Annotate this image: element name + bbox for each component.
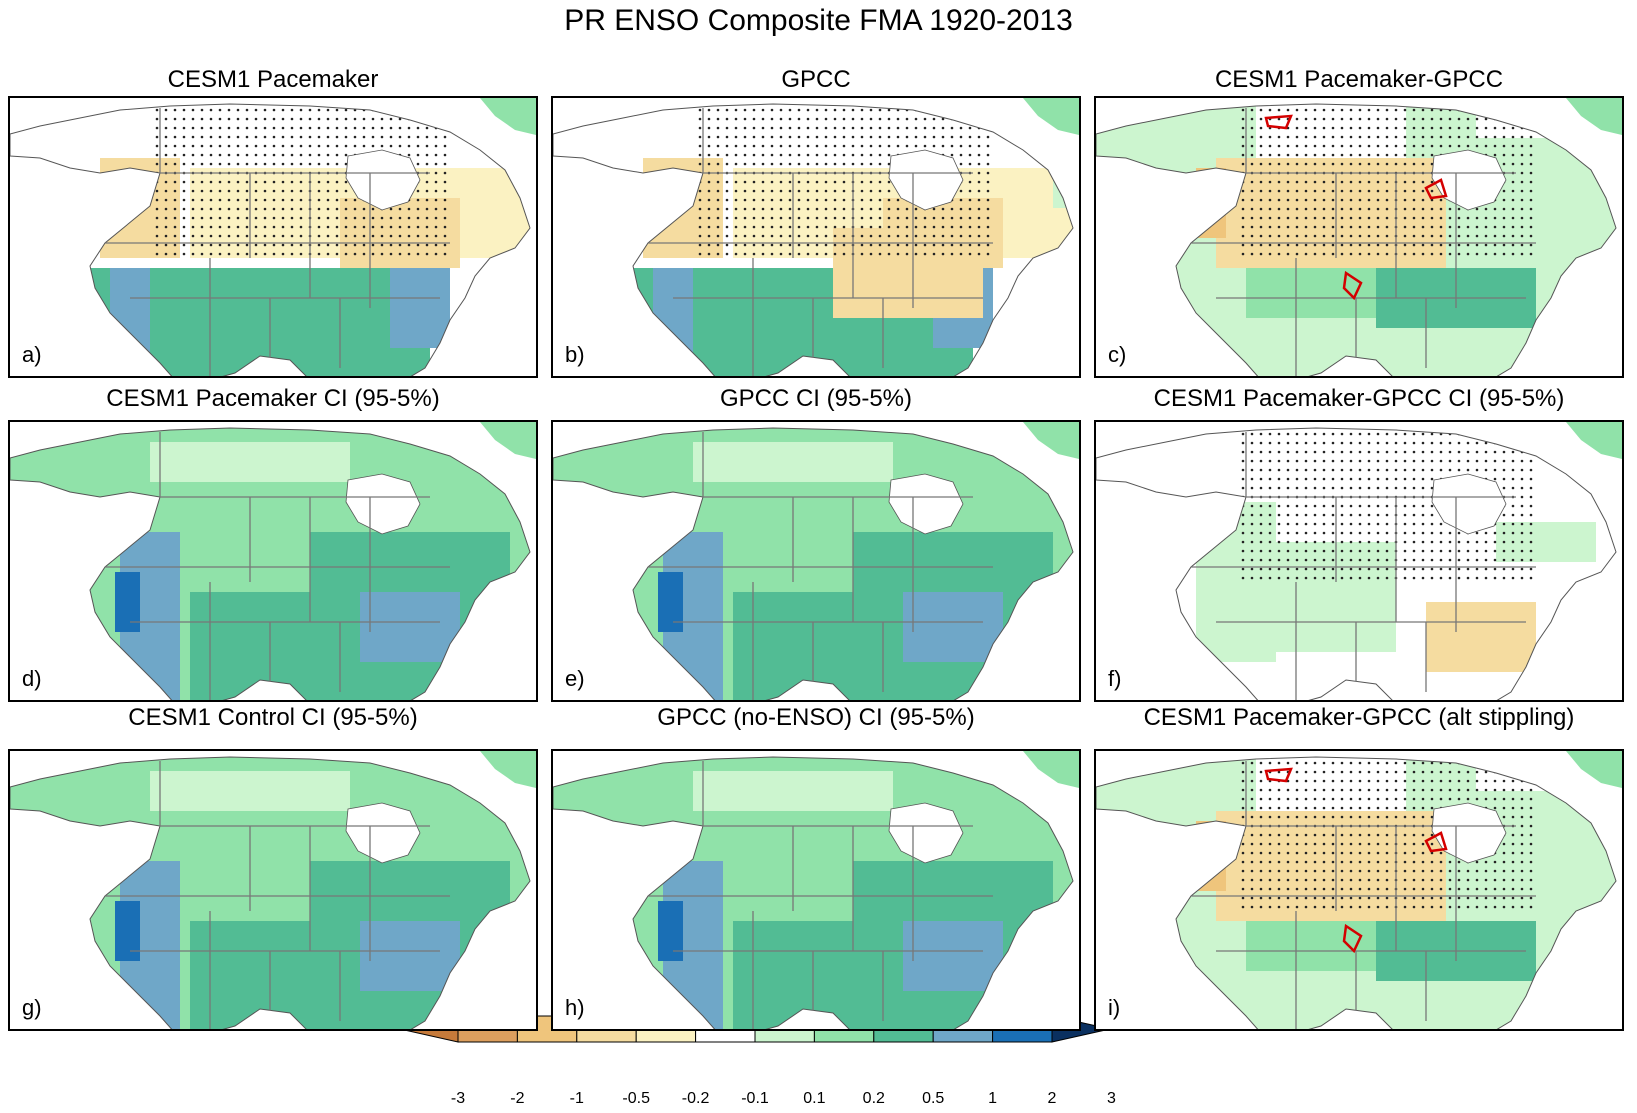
panel-title: CESM1 Pacemaker-GPCC CI (95-5%) bbox=[1153, 385, 1565, 412]
greenland bbox=[1566, 751, 1622, 789]
colorbar-tick-label: -0.1 bbox=[741, 1090, 769, 1107]
colorbar-tick-label: -2 bbox=[510, 1090, 525, 1107]
precip-map bbox=[553, 422, 1079, 700]
hudson-bay bbox=[888, 802, 964, 864]
map-panel: a) bbox=[8, 96, 538, 378]
hudson-bay bbox=[888, 473, 964, 535]
panel-title: CESM1 Control CI (95-5%) bbox=[128, 704, 418, 731]
map-panel: d) bbox=[8, 420, 538, 702]
map-panel: f) bbox=[1094, 420, 1624, 702]
panel-title: GPCC CI (95-5%) bbox=[719, 385, 913, 412]
panel-label: e) bbox=[565, 666, 585, 691]
panel-title: CESM1 Pacemaker-GPCC bbox=[1214, 66, 1504, 93]
hudson-bay bbox=[345, 802, 421, 864]
colorbar-tick-label: 0.1 bbox=[803, 1090, 826, 1107]
panel-title: GPCC bbox=[781, 66, 851, 93]
precip-map bbox=[10, 751, 536, 1029]
coastline bbox=[10, 103, 531, 376]
panel-label: a) bbox=[22, 342, 42, 367]
hudson-bay bbox=[1431, 802, 1507, 864]
panel-label: b) bbox=[565, 342, 585, 367]
political-borders bbox=[1191, 108, 1536, 376]
coastline bbox=[1096, 103, 1617, 376]
map-panel: h) bbox=[551, 749, 1081, 1031]
greenland bbox=[1023, 422, 1079, 460]
colorbar-tick-label: -1 bbox=[569, 1090, 584, 1107]
figure-title: PR ENSO Composite FMA 1920-2013 bbox=[564, 4, 1073, 37]
political-borders bbox=[105, 108, 450, 376]
greenland bbox=[480, 751, 536, 789]
panel-title: CESM1 Pacemaker CI (95-5%) bbox=[106, 385, 440, 412]
political-borders bbox=[648, 432, 993, 700]
red-contour bbox=[1264, 114, 1448, 301]
colorbar-tick-label: -3 bbox=[450, 1090, 466, 1107]
precip-map bbox=[553, 98, 1079, 376]
map-panel: c) bbox=[1094, 96, 1624, 378]
greenland bbox=[1023, 751, 1079, 789]
panel-label: h) bbox=[565, 995, 585, 1020]
coastline bbox=[10, 427, 531, 700]
greenland bbox=[1566, 422, 1622, 460]
coastline bbox=[10, 756, 531, 1029]
coastline bbox=[1096, 427, 1617, 700]
political-borders bbox=[1191, 761, 1536, 1029]
precip-map bbox=[10, 422, 536, 700]
precip-map bbox=[1096, 751, 1622, 1029]
panel-label: g) bbox=[22, 995, 42, 1020]
colorbar-tick-label: 3 bbox=[1106, 1090, 1116, 1107]
greenland bbox=[480, 98, 536, 136]
panel-label: i) bbox=[1108, 995, 1121, 1020]
hudson-bay bbox=[345, 473, 421, 535]
coastline bbox=[553, 103, 1074, 376]
political-borders bbox=[105, 432, 450, 700]
map-panel: g) bbox=[8, 749, 538, 1031]
panel-title: CESM1 Pacemaker bbox=[167, 66, 379, 93]
coastline bbox=[553, 427, 1074, 700]
colorbar-tick-label: 1 bbox=[988, 1090, 998, 1107]
colorbar-tick-label: 0.5 bbox=[922, 1090, 945, 1107]
hudson-bay bbox=[345, 149, 421, 211]
greenland bbox=[480, 422, 536, 460]
coastline bbox=[1096, 756, 1617, 1029]
map-panel: e) bbox=[551, 420, 1081, 702]
panel-label: c) bbox=[1108, 342, 1127, 367]
precip-map bbox=[10, 98, 536, 376]
colorbar-tick-label: -0.2 bbox=[681, 1090, 710, 1107]
hudson-bay bbox=[888, 149, 964, 211]
colorbar-tick-label: 2 bbox=[1047, 1090, 1057, 1107]
precip-map bbox=[1096, 98, 1622, 376]
red-contour bbox=[1264, 767, 1448, 954]
panel-label: d) bbox=[22, 666, 42, 691]
hudson-bay bbox=[1431, 473, 1507, 535]
panel-title: GPCC (no-ENSO) CI (95-5%) bbox=[657, 704, 975, 731]
colorbar-tick-label: 0.2 bbox=[862, 1090, 885, 1107]
greenland bbox=[1023, 98, 1079, 136]
political-borders bbox=[648, 108, 993, 376]
coastline bbox=[553, 756, 1074, 1029]
panel-title: CESM1 Pacemaker-GPCC (alt stippling) bbox=[1143, 704, 1575, 731]
hudson-bay bbox=[1431, 149, 1507, 211]
precip-map bbox=[553, 751, 1079, 1029]
map-panel: b) bbox=[551, 96, 1081, 378]
panel-label: f) bbox=[1108, 666, 1122, 691]
political-borders bbox=[105, 761, 450, 1029]
political-borders bbox=[648, 761, 993, 1029]
map-panel: i) bbox=[1094, 749, 1624, 1031]
greenland bbox=[1566, 98, 1622, 136]
precip-map bbox=[1096, 422, 1622, 700]
colorbar-tick-label: -0.5 bbox=[622, 1090, 650, 1107]
political-borders bbox=[1191, 432, 1536, 700]
